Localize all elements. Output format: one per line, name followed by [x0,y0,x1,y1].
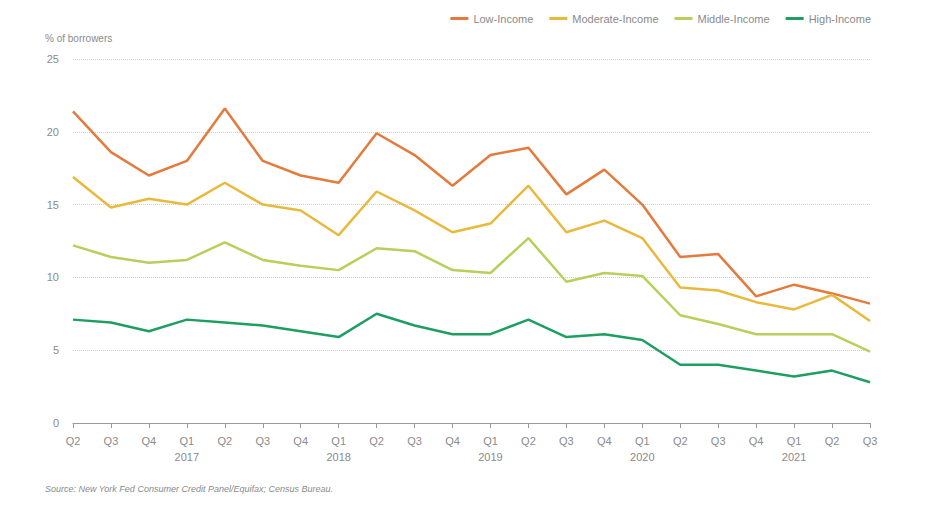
svg-text:Q1: Q1 [635,435,650,447]
svg-text:Q1: Q1 [180,435,195,447]
svg-text:5: 5 [53,344,59,356]
svg-text:2021: 2021 [782,451,806,463]
svg-text:Q2: Q2 [369,435,384,447]
svg-text:20: 20 [47,126,59,138]
svg-text:2018: 2018 [326,451,350,463]
svg-text:Moderate-Income: Moderate-Income [572,13,658,25]
svg-text:Q1: Q1 [483,435,498,447]
svg-text:15: 15 [47,199,59,211]
svg-text:Q2: Q2 [217,435,232,447]
svg-text:0: 0 [53,417,59,429]
svg-text:Q4: Q4 [445,435,460,447]
svg-text:2017: 2017 [175,451,199,463]
svg-text:10: 10 [47,271,59,283]
svg-text:Middle-Income: Middle-Income [698,13,770,25]
svg-text:Q4: Q4 [293,435,308,447]
svg-text:Q4: Q4 [749,435,764,447]
svg-text:Q1: Q1 [331,435,346,447]
svg-text:2019: 2019 [478,451,502,463]
svg-text:High-Income: High-Income [809,13,871,25]
svg-text:Q2: Q2 [825,435,840,447]
svg-text:Source: New York Fed Consumer: Source: New York Fed Consumer Credit Pan… [45,484,333,494]
svg-text:Q1: Q1 [787,435,802,447]
svg-text:Low-Income: Low-Income [473,13,533,25]
svg-text:Q3: Q3 [104,435,119,447]
svg-text:Q4: Q4 [597,435,612,447]
svg-text:Q2: Q2 [66,435,81,447]
svg-text:Q3: Q3 [559,435,574,447]
svg-text:Q3: Q3 [863,435,878,447]
svg-text:Q2: Q2 [673,435,688,447]
svg-text:Q2: Q2 [521,435,536,447]
svg-text:2020: 2020 [630,451,654,463]
svg-text:25: 25 [47,53,59,65]
svg-text:Q3: Q3 [407,435,422,447]
svg-text:Q3: Q3 [711,435,726,447]
svg-text:% of borrowers: % of borrowers [45,33,112,44]
svg-text:Q3: Q3 [255,435,270,447]
svg-text:Q4: Q4 [142,435,157,447]
